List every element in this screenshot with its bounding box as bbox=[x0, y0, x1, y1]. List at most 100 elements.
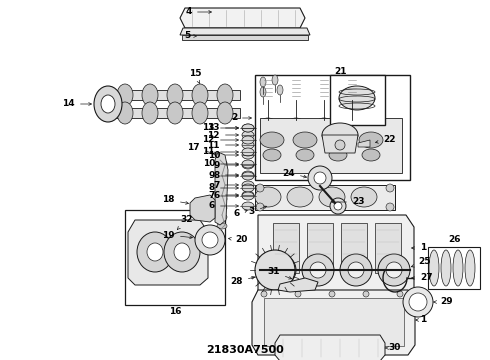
Text: 32: 32 bbox=[177, 216, 193, 230]
Ellipse shape bbox=[296, 149, 314, 161]
Text: 7: 7 bbox=[209, 192, 239, 201]
Ellipse shape bbox=[287, 187, 313, 207]
Ellipse shape bbox=[217, 196, 227, 202]
Text: 3: 3 bbox=[249, 206, 267, 216]
Text: 15: 15 bbox=[189, 69, 201, 84]
Text: 13: 13 bbox=[202, 123, 239, 132]
Ellipse shape bbox=[386, 203, 394, 211]
Bar bbox=[341, 223, 367, 273]
Ellipse shape bbox=[137, 232, 173, 272]
Bar bbox=[330, 75, 385, 125]
Polygon shape bbox=[215, 152, 228, 225]
Ellipse shape bbox=[242, 171, 254, 179]
Bar bbox=[307, 223, 333, 273]
Ellipse shape bbox=[242, 151, 254, 159]
Ellipse shape bbox=[308, 166, 332, 190]
Ellipse shape bbox=[142, 84, 158, 106]
Ellipse shape bbox=[340, 254, 372, 286]
Text: 21830A7500: 21830A7500 bbox=[206, 345, 284, 355]
Text: 20: 20 bbox=[228, 235, 247, 244]
Ellipse shape bbox=[217, 178, 227, 184]
Bar bbox=[264, 298, 404, 346]
Text: 19: 19 bbox=[162, 230, 193, 239]
Ellipse shape bbox=[272, 75, 278, 85]
Ellipse shape bbox=[242, 124, 254, 132]
Text: 9: 9 bbox=[209, 171, 239, 180]
Ellipse shape bbox=[302, 254, 334, 286]
Ellipse shape bbox=[242, 192, 254, 200]
Text: 7: 7 bbox=[214, 180, 239, 189]
Polygon shape bbox=[252, 290, 415, 355]
Bar bbox=[273, 223, 299, 273]
Text: 6: 6 bbox=[234, 210, 247, 219]
Ellipse shape bbox=[441, 250, 451, 286]
Text: 18: 18 bbox=[163, 195, 189, 204]
Ellipse shape bbox=[217, 84, 233, 106]
Polygon shape bbox=[258, 310, 406, 318]
Text: 8: 8 bbox=[209, 184, 239, 193]
Text: 17: 17 bbox=[187, 144, 217, 155]
Ellipse shape bbox=[386, 184, 394, 192]
Bar bbox=[260, 118, 402, 173]
Ellipse shape bbox=[359, 132, 383, 148]
Text: 21: 21 bbox=[334, 68, 346, 77]
Ellipse shape bbox=[260, 132, 284, 148]
Text: 28: 28 bbox=[230, 276, 255, 287]
Ellipse shape bbox=[101, 95, 115, 113]
Ellipse shape bbox=[295, 291, 301, 297]
Ellipse shape bbox=[217, 205, 227, 211]
Ellipse shape bbox=[329, 149, 347, 161]
Polygon shape bbox=[180, 28, 310, 35]
Ellipse shape bbox=[330, 198, 346, 214]
Polygon shape bbox=[322, 135, 358, 153]
Ellipse shape bbox=[272, 262, 288, 278]
Ellipse shape bbox=[351, 187, 377, 207]
Ellipse shape bbox=[335, 140, 345, 150]
Ellipse shape bbox=[147, 243, 163, 261]
Ellipse shape bbox=[348, 262, 364, 278]
Text: 5: 5 bbox=[184, 31, 196, 40]
Ellipse shape bbox=[217, 214, 227, 220]
Text: 13: 13 bbox=[207, 123, 239, 132]
Ellipse shape bbox=[202, 232, 218, 248]
Text: 11: 11 bbox=[207, 140, 239, 149]
Ellipse shape bbox=[314, 172, 326, 184]
Ellipse shape bbox=[195, 225, 225, 255]
Ellipse shape bbox=[255, 250, 295, 290]
Ellipse shape bbox=[192, 102, 208, 124]
Ellipse shape bbox=[192, 84, 208, 106]
Ellipse shape bbox=[293, 132, 317, 148]
Bar bbox=[255, 75, 410, 180]
Ellipse shape bbox=[322, 123, 358, 147]
Bar bbox=[115, 90, 240, 100]
Polygon shape bbox=[190, 195, 215, 222]
Text: 26: 26 bbox=[448, 234, 460, 243]
Ellipse shape bbox=[174, 243, 190, 261]
Text: 23: 23 bbox=[332, 198, 365, 207]
Bar bbox=[115, 108, 240, 118]
Ellipse shape bbox=[403, 287, 433, 317]
Ellipse shape bbox=[453, 250, 463, 286]
Text: 16: 16 bbox=[169, 307, 181, 316]
Text: 4: 4 bbox=[186, 8, 212, 17]
Ellipse shape bbox=[117, 102, 133, 124]
Ellipse shape bbox=[94, 86, 122, 122]
Ellipse shape bbox=[334, 202, 342, 210]
Ellipse shape bbox=[242, 184, 254, 192]
Ellipse shape bbox=[167, 84, 183, 106]
Text: 30: 30 bbox=[385, 343, 400, 352]
Text: 6: 6 bbox=[214, 190, 239, 199]
Ellipse shape bbox=[255, 187, 281, 207]
Ellipse shape bbox=[326, 132, 350, 148]
Text: 29: 29 bbox=[434, 297, 453, 306]
Ellipse shape bbox=[217, 160, 227, 166]
Ellipse shape bbox=[242, 124, 254, 132]
Ellipse shape bbox=[142, 102, 158, 124]
Text: 24: 24 bbox=[282, 168, 307, 178]
Ellipse shape bbox=[319, 187, 345, 207]
Text: 9: 9 bbox=[214, 161, 239, 170]
Ellipse shape bbox=[263, 149, 281, 161]
Ellipse shape bbox=[264, 254, 296, 286]
Ellipse shape bbox=[217, 223, 227, 229]
Ellipse shape bbox=[217, 102, 233, 124]
